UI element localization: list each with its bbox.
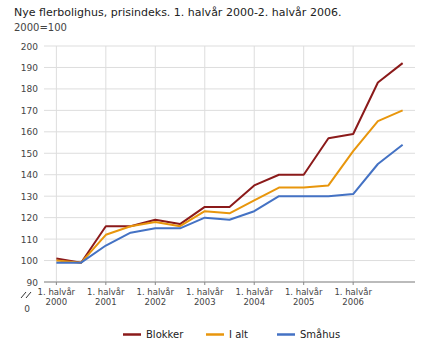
y-grid-line — [44, 282, 415, 283]
y-tick-label: 180 — [21, 84, 38, 94]
x-grid-line — [155, 46, 156, 282]
y-tick-label: 150 — [21, 149, 38, 159]
y-grid-line — [44, 174, 415, 175]
y-grid-line — [44, 67, 415, 68]
subtitle: 2000=100 — [14, 22, 67, 33]
x-tick-label: 1. halvår2003 — [186, 287, 224, 307]
x-axis-line — [44, 282, 415, 283]
y-grid-line — [44, 217, 415, 218]
plot-area — [56, 63, 402, 263]
axis-break — [21, 292, 26, 298]
y-grid-line — [44, 131, 415, 132]
x-grid-line — [254, 46, 255, 282]
series-line — [56, 63, 402, 263]
y-grid-line — [44, 88, 415, 89]
series-line — [56, 145, 402, 263]
legend-swatch — [277, 333, 295, 336]
y-tick-label: 120 — [21, 213, 38, 223]
series-line — [56, 110, 402, 262]
legend-label: I alt — [229, 329, 248, 340]
chart: Nye flerbolighus, prisindeks. 1. halvår … — [0, 0, 429, 354]
y-grid-line — [44, 153, 415, 154]
legend: Blokker I alt Småhus — [123, 328, 340, 340]
legend-swatch — [206, 333, 224, 336]
y-grid-line — [44, 260, 415, 261]
axis-break — [26, 292, 31, 298]
y-tick-label: 190 — [21, 63, 38, 73]
y-grid-line — [44, 46, 415, 47]
x-tick-label: 1. halvår2006 — [334, 287, 372, 307]
x-grid-line — [56, 46, 57, 282]
y-tick-label: 200 — [21, 42, 38, 52]
chart-container: Nye flerbolighus, prisindeks. 1. halvår … — [0, 0, 429, 354]
y-tick-label: 130 — [21, 192, 38, 202]
x-grid-line — [353, 46, 354, 282]
y-tick-label: 170 — [21, 106, 38, 116]
x-grid-line — [303, 46, 304, 282]
y-tick-label: 160 — [21, 127, 38, 137]
x-tick-label: 1. halvår2001 — [87, 287, 125, 307]
y-grid-line — [44, 196, 415, 197]
y-tick-label: 140 — [21, 170, 38, 180]
y-tick-label: 100 — [21, 256, 38, 266]
y-tick-label: 110 — [21, 235, 38, 245]
legend-label: Blokker — [146, 329, 184, 340]
y-zero-label: 0 — [24, 304, 30, 314]
y-grid-line — [44, 239, 415, 240]
x-grid-line — [204, 46, 205, 282]
y-tick-label: 90 — [27, 278, 39, 288]
y-grid-line — [44, 110, 415, 111]
x-tick-label: 1. halvår2002 — [137, 287, 175, 307]
title: Nye flerbolighus, prisindeks. 1. halvår … — [14, 6, 341, 19]
legend-label: Småhus — [300, 328, 340, 340]
x-tick-label: 1. halvår2004 — [235, 287, 273, 307]
x-tick-label: 1. halvår2000 — [38, 287, 76, 307]
legend-swatch — [123, 333, 141, 336]
x-tick-label: 1. halvår2005 — [285, 287, 323, 307]
